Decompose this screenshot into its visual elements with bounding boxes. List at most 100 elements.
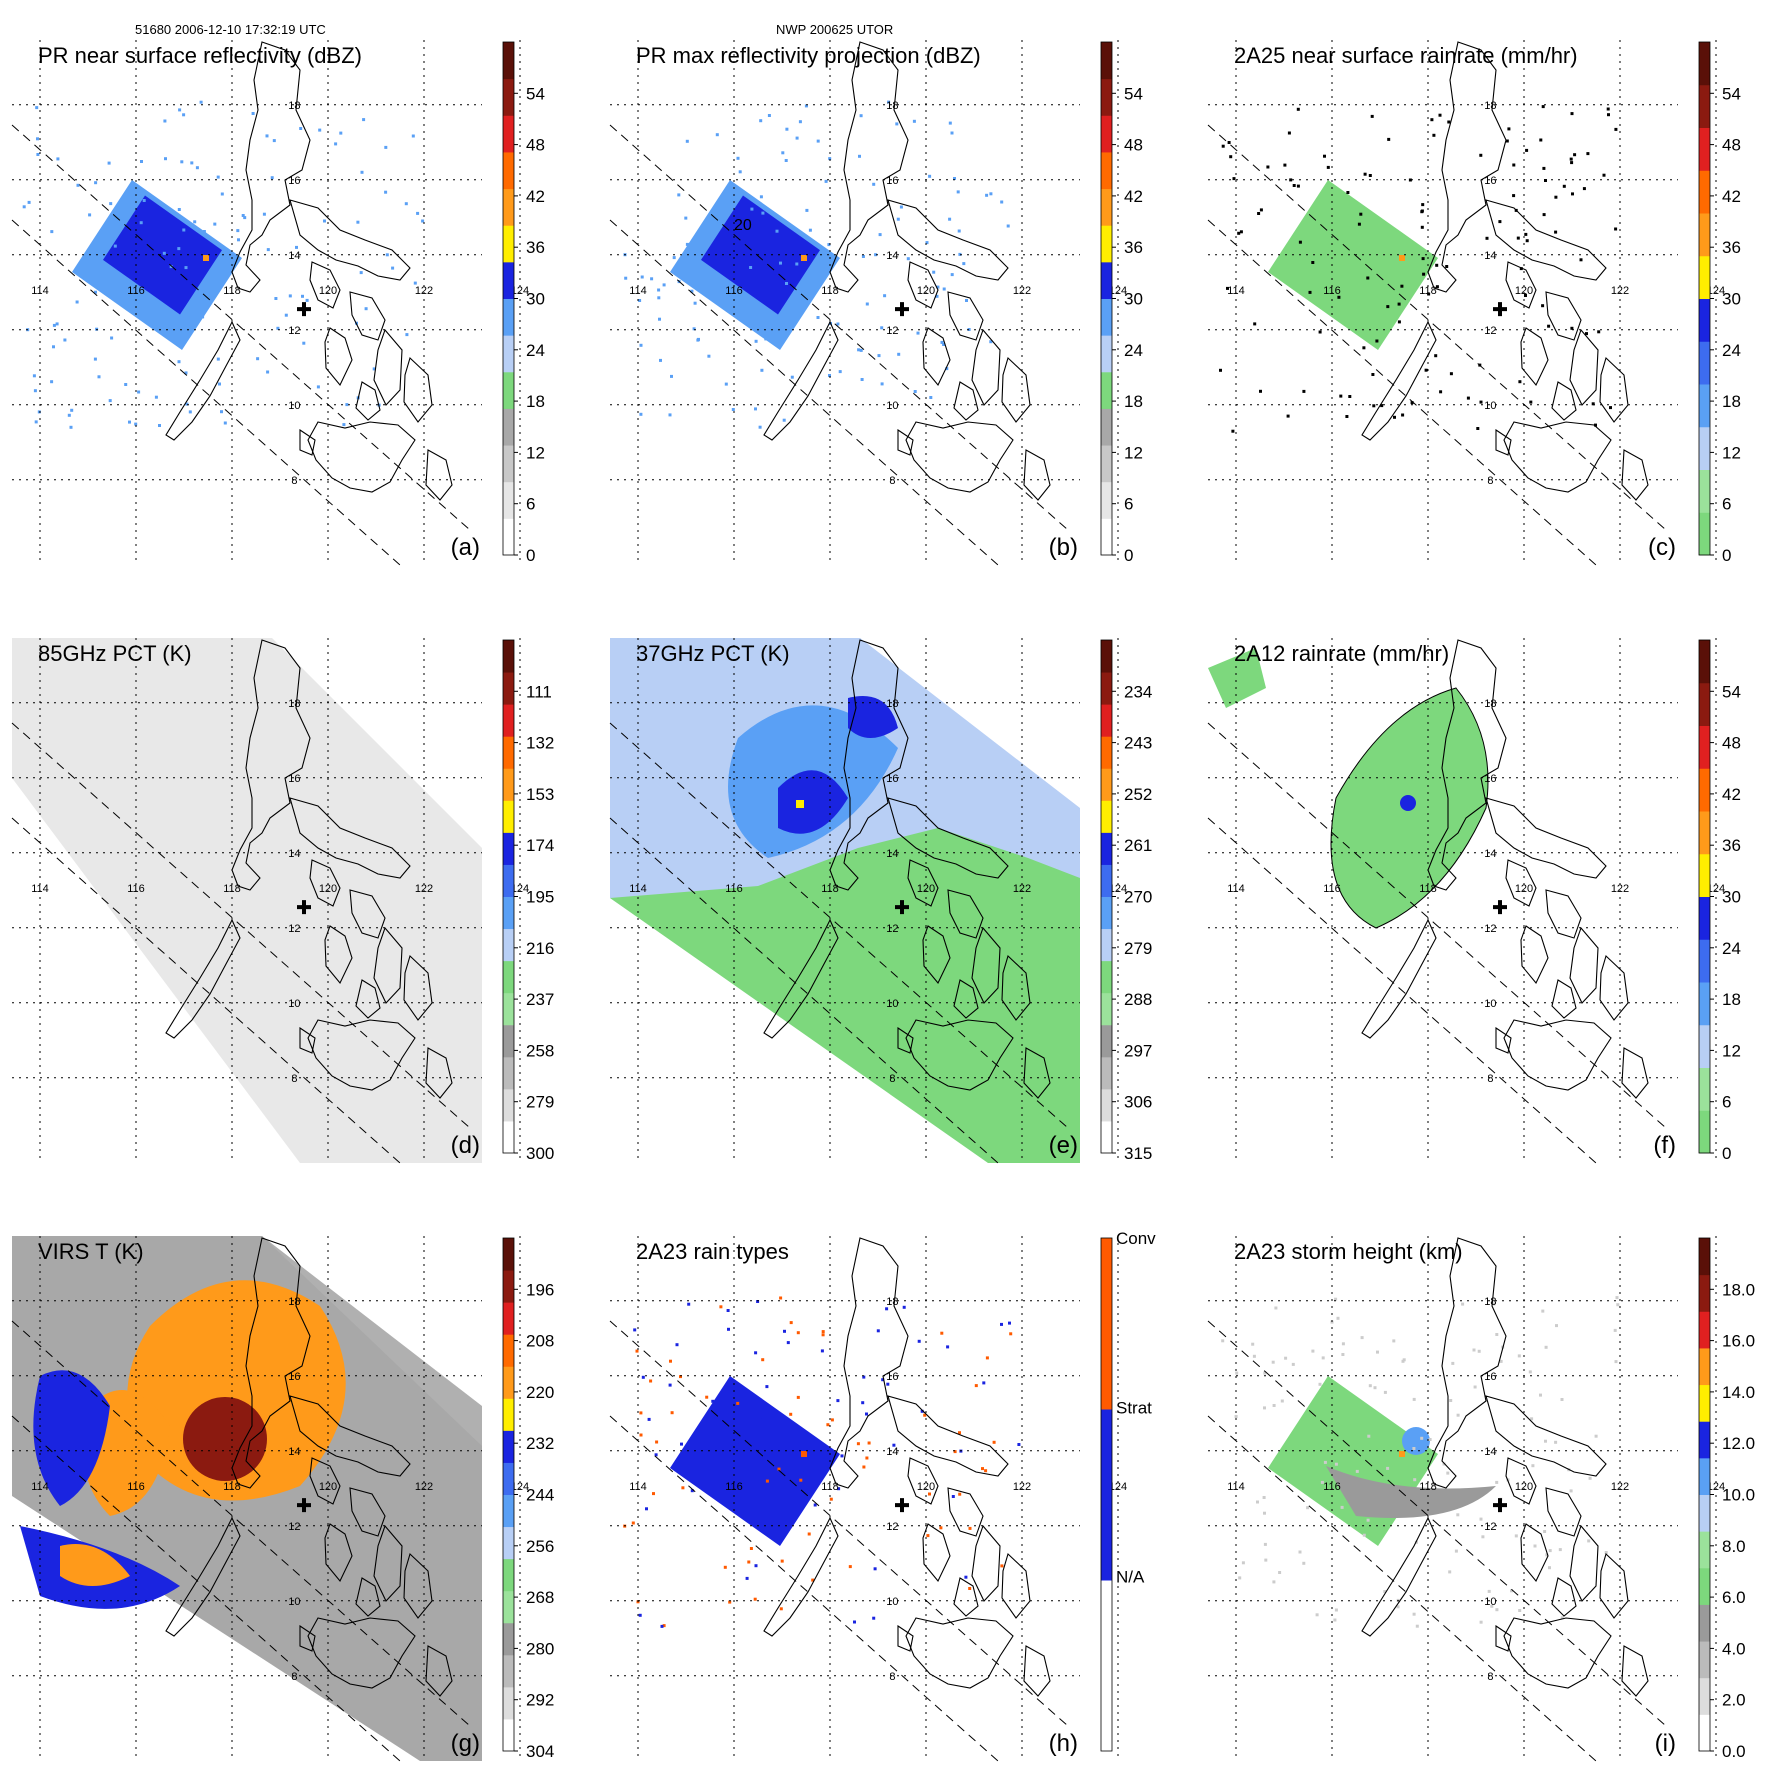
coastline	[231, 1237, 311, 1489]
echo-pixel	[1518, 1609, 1522, 1612]
echo-pixel	[811, 286, 815, 290]
echo-pixel	[865, 302, 869, 306]
colorbar-tick-label: 132	[526, 734, 554, 753]
echo-pixel	[913, 390, 917, 393]
coastline	[1503, 421, 1612, 493]
echo-pixel	[1226, 286, 1229, 290]
echo-pixel	[1346, 191, 1350, 194]
lat-label: 10	[886, 1596, 898, 1608]
lon-label: 116	[127, 1481, 145, 1493]
coastline	[1520, 327, 1549, 387]
echo-pixel	[1320, 1480, 1324, 1484]
echo-pixel	[1323, 1460, 1327, 1464]
echo-pixel	[940, 340, 944, 344]
panel-label: (i)	[1655, 1730, 1676, 1757]
panel-title: PR near surface reflectivity (dBZ)	[38, 43, 362, 68]
echo-pixel	[110, 336, 114, 340]
lat-label: 12	[288, 923, 300, 935]
echo-pixel	[416, 211, 420, 215]
coastline	[922, 327, 951, 387]
echo-pixel	[1221, 1339, 1225, 1343]
coastline	[349, 1487, 386, 1537]
echo-pixel	[754, 1564, 758, 1568]
echo-pixel	[950, 131, 954, 135]
echo-pixel	[639, 1433, 643, 1437]
echo-pixel	[345, 403, 349, 407]
echo-pixel	[1588, 1476, 1592, 1480]
lat-label: 16	[1484, 175, 1496, 187]
echo-pixel	[1234, 1415, 1238, 1418]
coastline	[1569, 328, 1599, 406]
lon-label: 120	[917, 883, 935, 895]
lon-label: 116	[725, 883, 743, 895]
panel-a: 114 116 118 120 122 124 18 16 14 12 10 8 PR near sur…	[0, 30, 575, 595]
echo-pixel	[936, 285, 940, 289]
panel-d: 114 116 118 120 122 124 18 16 14 12 10 8 85GHz PCT (…	[0, 628, 575, 1193]
echo-pixel	[877, 354, 881, 358]
lon-label: 122	[1013, 1481, 1031, 1493]
lon-label: 122	[1013, 285, 1031, 297]
echo-pixel	[925, 241, 929, 245]
echo-pixel	[276, 326, 280, 330]
echo-pixel	[1541, 105, 1545, 109]
lat-label: 10	[288, 400, 300, 412]
echo-pixel	[1367, 1434, 1371, 1438]
lon-label: 120	[319, 285, 337, 297]
echo-pixel	[385, 253, 389, 257]
echo-pixel	[784, 159, 788, 162]
echo-pixel	[1259, 389, 1262, 393]
coastline	[907, 261, 939, 309]
echo-pixel	[1302, 389, 1306, 393]
coastline	[1023, 1047, 1051, 1099]
coastline	[829, 639, 909, 891]
echo-pixel	[989, 192, 993, 196]
lat-label: 10	[288, 1596, 300, 1608]
colorbar-tick-label: 237	[526, 990, 554, 1009]
echo-pixel	[362, 118, 366, 122]
echo-pixel	[128, 420, 131, 424]
echo-pixel	[1570, 112, 1574, 116]
echo-pixel	[1256, 1500, 1259, 1504]
echo-pixel	[645, 1507, 648, 1511]
echo-pixel	[668, 413, 672, 417]
echo-pixel	[897, 352, 901, 356]
echo-pixel	[216, 175, 220, 179]
echo-pixel	[675, 1343, 679, 1347]
colorbar: Conv Strat N/A	[1100, 1229, 1156, 1752]
echo-pixel	[789, 1321, 793, 1325]
echo-pixel	[923, 1413, 927, 1417]
echo-pixel	[948, 121, 952, 125]
echo-pixel	[1614, 127, 1618, 131]
echo-pixel	[1262, 1496, 1266, 1499]
lon-label: 118	[821, 883, 839, 895]
colorbar-tick-label: 42	[526, 187, 545, 206]
echo-pixel	[1528, 1370, 1532, 1374]
echo-pixel	[1340, 1505, 1344, 1509]
echo-pixel	[1292, 184, 1296, 187]
colorbar-tick-label: 36	[526, 238, 545, 257]
lat-label: 18	[288, 698, 300, 710]
colorbar-tick-label: 18	[1124, 392, 1143, 411]
echo-pixel	[158, 424, 161, 427]
echo-pixel	[185, 402, 189, 406]
panel-g-figure: 114 116 118 120 122 124 18 16 14 12 10 8 VIRS T (K) (…	[11, 1236, 554, 1762]
echo-pixel	[858, 154, 861, 158]
echo-pixel	[745, 1576, 749, 1580]
echo-pixel	[1579, 258, 1583, 262]
echo-pixel	[220, 410, 223, 414]
echo-pixel	[1357, 222, 1361, 226]
echo-pixel	[967, 328, 971, 331]
lat-label: 18	[288, 1296, 300, 1308]
echo-pixel	[836, 322, 840, 326]
panel-g: 114 116 118 120 122 124 18 16 14 12 10 8 VIRS T (K) (…	[0, 1226, 575, 1791]
echo-pixel	[1466, 396, 1470, 400]
echo-pixel	[1368, 1384, 1372, 1388]
echo-pixel	[1487, 1589, 1491, 1593]
echo-pixel	[946, 1345, 950, 1349]
colorbar: 54 48 42 36 30 24 18 12 6 0	[1698, 639, 1741, 1163]
echo-pixel	[672, 256, 676, 260]
echo-pixel	[1539, 1393, 1542, 1397]
echo-pixel	[295, 245, 298, 249]
echo-pixel	[195, 166, 199, 170]
echo-pixel	[1296, 107, 1300, 111]
